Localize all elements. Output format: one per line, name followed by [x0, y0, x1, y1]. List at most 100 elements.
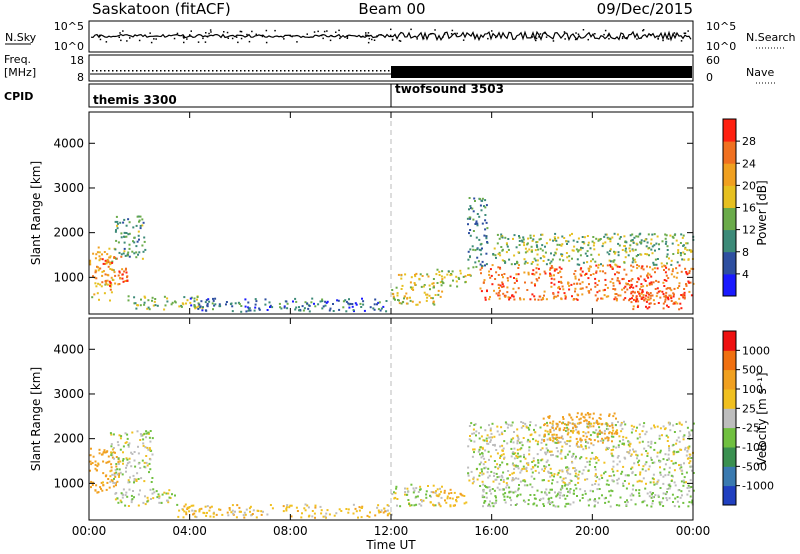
- heat-cell: [504, 501, 507, 504]
- nsearch-dot: [322, 37, 324, 40]
- heat-cell: [518, 240, 521, 242]
- heat-cell: [582, 434, 585, 437]
- heat-cell: [671, 242, 674, 245]
- heat-cell: [591, 258, 594, 261]
- heat-cell: [529, 298, 532, 301]
- cbar-tick-label: 500: [742, 364, 763, 377]
- heat-cell: [639, 473, 642, 476]
- heat-cell: [540, 459, 543, 462]
- heat-cell: [232, 512, 235, 515]
- heat-cell: [534, 439, 537, 442]
- heat-cell: [552, 297, 555, 300]
- heat-cell: [127, 251, 130, 254]
- heat-cell: [685, 242, 688, 245]
- heat-cell: [548, 491, 551, 494]
- heat-cell: [531, 239, 534, 242]
- heat-cell: [630, 239, 633, 242]
- heat-cell: [615, 430, 618, 433]
- heat-cell: [501, 449, 504, 452]
- heat-cell: [516, 428, 519, 431]
- heat-cell: [690, 457, 693, 459]
- heat-cell: [552, 504, 555, 507]
- heat-cell: [394, 298, 396, 301]
- heat-cell: [266, 309, 269, 311]
- heat-cell: [622, 298, 625, 301]
- heat-cell: [630, 269, 633, 272]
- heat-cell: [167, 492, 170, 495]
- heat-cell: [212, 297, 214, 300]
- heat-cell: [516, 456, 519, 458]
- heat-cell: [107, 455, 110, 458]
- heat-cell: [571, 454, 574, 457]
- y-tick-label: 3000: [53, 181, 84, 195]
- heat-cell: [670, 259, 673, 262]
- heat-cell: [569, 436, 572, 439]
- heat-cell: [485, 437, 488, 440]
- heat-cell: [513, 282, 516, 284]
- heat-cell: [564, 297, 567, 300]
- heat-cell: [133, 481, 135, 484]
- heat-cell: [493, 460, 496, 462]
- heat-cell: [115, 471, 118, 474]
- heat-cell: [501, 236, 504, 239]
- heat-cell: [553, 433, 556, 436]
- heat-cell: [622, 482, 624, 485]
- heat-cell: [319, 300, 322, 303]
- heat-cell: [531, 465, 534, 468]
- heat-cell: [101, 489, 104, 492]
- heat-cell: [601, 297, 604, 300]
- heat-cell: [478, 215, 481, 218]
- cbar-tick-label: 4: [742, 268, 749, 281]
- heat-cell: [118, 271, 121, 274]
- heat-cell: [484, 466, 487, 469]
- nsearch-dot: [248, 40, 251, 43]
- heat-cell: [678, 464, 680, 467]
- heat-cell: [549, 439, 552, 441]
- heat-cell: [435, 494, 438, 497]
- heat-cell: [579, 421, 582, 424]
- heat-cell: [127, 233, 130, 236]
- heat-cell: [432, 286, 435, 289]
- heat-cell: [625, 503, 628, 506]
- heat-cell: [489, 505, 492, 508]
- heat-cell: [683, 297, 686, 300]
- heat-cell: [549, 488, 552, 491]
- heat-cell: [665, 274, 668, 277]
- heat-cell: [551, 439, 554, 442]
- heat-cell: [532, 438, 535, 441]
- heat-cell: [645, 305, 647, 308]
- heat-cell: [186, 299, 189, 302]
- heat-cell: [116, 480, 119, 483]
- heat-cell: [198, 303, 201, 306]
- nsearch-dot: [487, 37, 489, 40]
- heat-cell: [97, 463, 100, 466]
- heat-cell: [562, 259, 565, 262]
- heat-cell: [120, 435, 123, 438]
- heat-cell: [502, 453, 505, 456]
- heat-cell: [612, 260, 615, 263]
- heat-cell: [456, 496, 458, 499]
- heat-cell: [528, 440, 531, 443]
- heat-cell: [574, 277, 577, 280]
- heat-cell: [100, 487, 102, 490]
- heat-cell: [549, 502, 552, 504]
- heat-cell: [688, 462, 691, 465]
- heat-cell: [678, 282, 681, 285]
- heat-cell: [481, 247, 483, 250]
- nsearch-dot: [99, 38, 102, 41]
- heat-cell: [363, 309, 366, 312]
- heat-cell: [485, 237, 488, 240]
- heat-cell: [548, 500, 551, 503]
- heat-cell: [549, 273, 552, 276]
- heat-cell: [457, 276, 460, 279]
- heat-cell: [484, 219, 487, 222]
- heat-cell: [648, 254, 650, 257]
- heat-cell: [146, 446, 149, 449]
- heat-cell: [561, 254, 563, 257]
- heat-cell: [502, 276, 504, 279]
- heat-cell: [584, 492, 587, 495]
- heat-cell: [610, 452, 613, 455]
- nsearch-dot: [183, 41, 185, 44]
- heat-cell: [141, 257, 144, 260]
- heat-cell: [479, 268, 482, 271]
